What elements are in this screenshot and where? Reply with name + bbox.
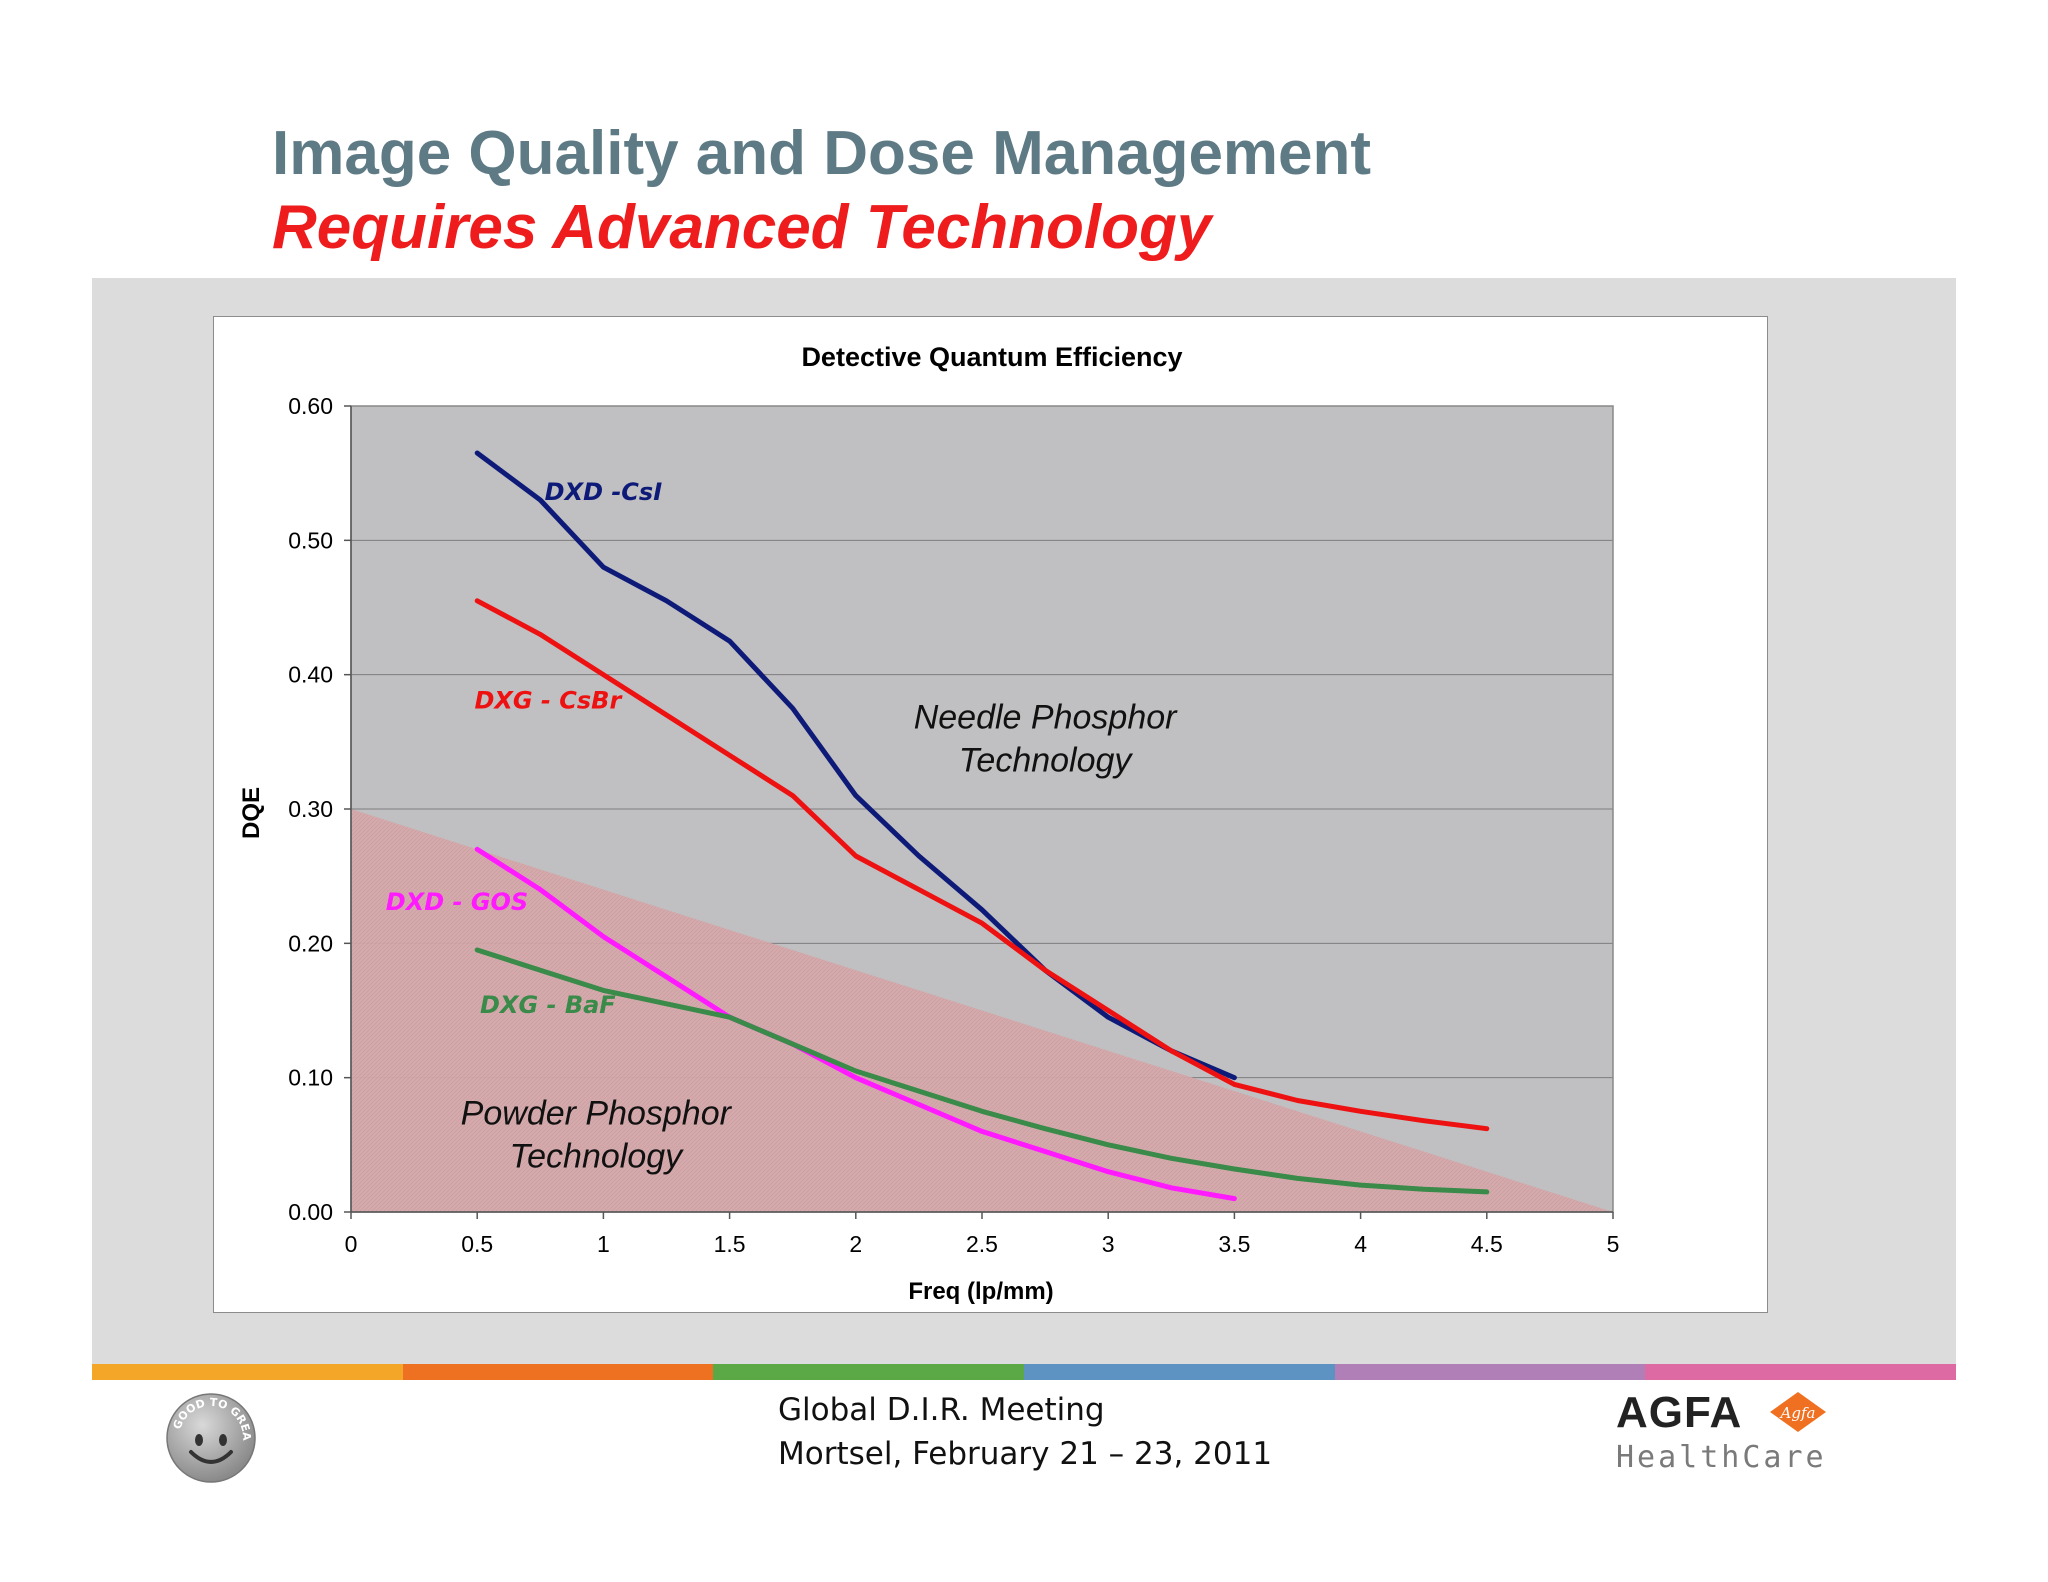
x-tick-label: 0.5: [461, 1231, 493, 1257]
x-tick-label: 5: [1607, 1231, 1620, 1257]
color-stripe-6: [1645, 1364, 1957, 1380]
y-axis-label: DQE: [238, 787, 265, 839]
footer-line-1: Global D.I.R. Meeting: [778, 1392, 1105, 1428]
series-line-dxd-gos: [474, 846, 1237, 1202]
region-label: Technology: [509, 1138, 684, 1176]
x-tick-label: 1.5: [714, 1231, 746, 1257]
color-stripe-5: [1334, 1364, 1646, 1380]
x-tick-label: 3: [1102, 1231, 1115, 1257]
color-stripe-1: [92, 1364, 403, 1380]
healthcare-wordmark: HealthCare: [1616, 1440, 1827, 1475]
x-tick-label: 2: [849, 1231, 862, 1257]
page-title: Image Quality and Dose Management: [272, 119, 1372, 188]
y-tick-label: 0.40: [288, 662, 333, 688]
good-to-great-smiley-logo: GOOD TO GREAT: [165, 1392, 256, 1483]
footer-meeting-info: Global D.I.R. Meeting Mortsel, February …: [778, 1388, 1272, 1476]
series-label: DXD - GOS: [386, 888, 528, 916]
page-subtitle: Requires Advanced Technology: [272, 193, 1212, 262]
x-axis-label: Freq (lp/mm): [908, 1278, 1053, 1305]
footer-color-stripe: [92, 1364, 1957, 1380]
series-line-dxg-baf: [474, 947, 1490, 1195]
y-tick-label: 0.00: [288, 1199, 333, 1225]
x-tick-label: 1: [597, 1231, 610, 1257]
agfa-diamond-icon: Agfa: [1770, 1392, 1826, 1432]
y-tick-label: 0.30: [288, 796, 333, 822]
footer-line-2: Mortsel, February 21 – 23, 2011: [778, 1436, 1273, 1472]
x-tick-label: 2.5: [966, 1231, 998, 1257]
series-line-dxg-csbr: [474, 598, 1490, 1132]
y-tick-label: 0.20: [288, 930, 333, 956]
y-tick-label: 0.60: [288, 393, 333, 419]
series-label: DXG - BaF: [480, 991, 616, 1019]
agfa-badge-text: Agfa: [1779, 1404, 1816, 1422]
color-stripe-3: [713, 1364, 1025, 1380]
y-tick-label: 0.10: [288, 1065, 333, 1091]
series-label: DXD -CsI: [545, 478, 663, 506]
x-tick-label: 4: [1354, 1231, 1367, 1257]
x-tick-label: 0: [345, 1231, 358, 1257]
y-tick-label: 0.50: [288, 527, 333, 553]
agfa-healthcare-logo: AGFA Agfa HealthCare: [1616, 1388, 1836, 1478]
region-label: Powder Phosphor: [461, 1095, 733, 1133]
x-tick-label: 4.5: [1471, 1231, 1503, 1257]
powder-phosphor-region: [351, 809, 1613, 1212]
region-label: Technology: [959, 741, 1134, 779]
series-label: DXG - CsBr: [474, 686, 623, 714]
dqe-chart: Detective Quantum Efficiency 0.00 0.10 0.2…: [238, 342, 1620, 1305]
x-tick-label: 3.5: [1218, 1231, 1250, 1257]
chart-container: Detective Quantum Efficiency 0.00 0.10 0.2…: [213, 316, 1768, 1313]
agfa-wordmark: AGFA: [1616, 1388, 1743, 1437]
region-label: Needle Phosphor: [914, 698, 1178, 736]
color-stripe-2: [402, 1364, 714, 1380]
color-stripe-4: [1024, 1364, 1335, 1380]
series-line-dxd-csi: [474, 450, 1237, 1081]
chart-title: Detective Quantum Efficiency: [801, 342, 1182, 372]
